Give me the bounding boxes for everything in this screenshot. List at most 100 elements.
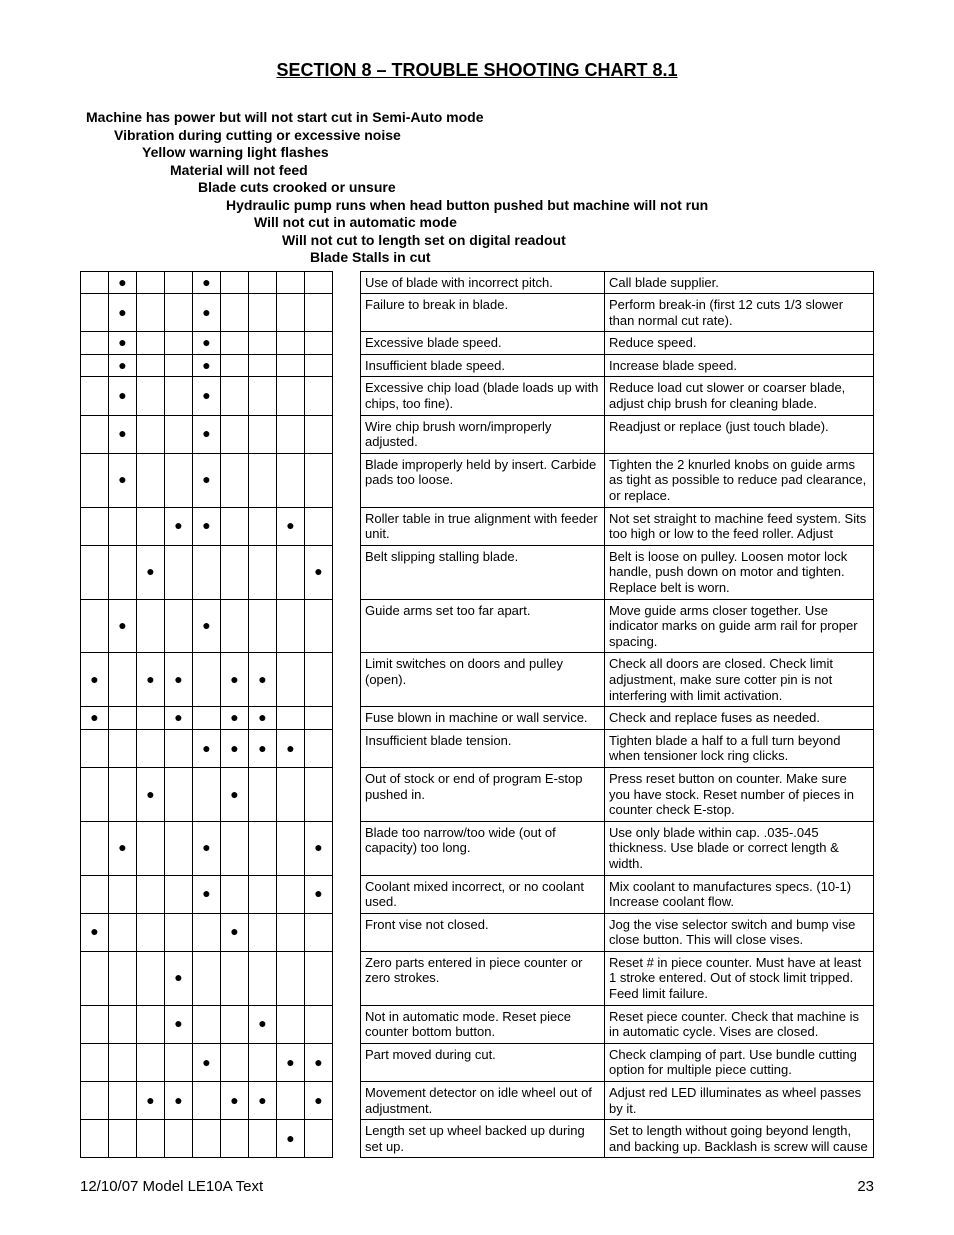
dot-cell: ● [193,729,221,767]
dot-cell [193,1120,221,1158]
dot-cell [221,951,249,1005]
dot-cell: ● [109,332,137,355]
dot-cell [305,1005,333,1043]
fix-cell: Readjust or replace (just touch blade). [605,415,874,453]
dot-cell [193,545,221,599]
dot-cell [81,1043,109,1081]
dot-cell [277,415,305,453]
fix-cell: Belt is loose on pulley. Loosen motor lo… [605,545,874,599]
cause-cell: Use of blade with incorrect pitch. [361,271,605,294]
dot-icon: ● [202,618,210,632]
dot-cell [165,545,193,599]
dot-cell [249,913,277,951]
dot-icon: ● [118,618,126,632]
dot-cell: ● [137,545,165,599]
symptom-label-3: Material will not feed [86,162,874,180]
table-row: ●Zero parts entered in piece counter or … [81,951,874,1005]
dot-cell: ● [193,377,221,415]
dot-cell [137,415,165,453]
dot-cell: ● [165,653,193,707]
dot-cell [137,507,165,545]
dot-cell [137,913,165,951]
gap-cell [333,599,361,653]
dot-cell: ● [305,875,333,913]
dot-icon: ● [174,710,182,724]
dot-cell [277,653,305,707]
dot-cell [109,507,137,545]
dot-icon: ● [146,787,154,801]
dot-cell [109,545,137,599]
fix-cell: Check clamping of part. Use bundle cutti… [605,1043,874,1081]
gap-cell [333,875,361,913]
dot-icon: ● [118,358,126,372]
dot-cell [305,507,333,545]
dot-cell [249,821,277,875]
fix-cell: Use only blade within cap. .035-.045 thi… [605,821,874,875]
dot-icon: ● [314,886,322,900]
dot-cell [165,354,193,377]
fix-cell: Reduce speed. [605,332,874,355]
table-row: ●●●Roller table in true alignment with f… [81,507,874,545]
dot-cell: ● [109,271,137,294]
dot-cell: ● [249,729,277,767]
dot-icon: ● [118,335,126,349]
dot-icon: ● [174,1016,182,1030]
dot-cell [137,453,165,507]
page-footer: 12/10/07 Model LE10A Text 23 [80,1178,874,1195]
dot-icon: ● [174,970,182,984]
dot-cell [305,354,333,377]
dot-cell [249,599,277,653]
cause-cell: Fuse blown in machine or wall service. [361,707,605,730]
dot-cell [221,507,249,545]
cause-cell: Wire chip brush worn/improperly adjusted… [361,415,605,453]
dot-cell [81,377,109,415]
dot-icon: ● [202,741,210,755]
dot-cell: ● [81,653,109,707]
page: SECTION 8 – TROUBLE SHOOTING CHART 8.1 M… [0,0,954,1235]
dot-cell [305,599,333,653]
dot-icon: ● [90,924,98,938]
dot-cell [137,875,165,913]
table-row: ●●Failure to break in blade.Perform brea… [81,294,874,332]
dot-cell: ● [277,1120,305,1158]
dot-icon: ● [202,305,210,319]
dot-icon: ● [202,358,210,372]
dot-cell [109,1043,137,1081]
dot-cell [193,1082,221,1120]
dot-cell [305,767,333,821]
dot-cell: ● [193,294,221,332]
fix-cell: Check all doors are closed. Check limit … [605,653,874,707]
dot-cell: ● [165,507,193,545]
gap-cell [333,453,361,507]
fix-cell: Reset piece counter. Check that machine … [605,1005,874,1043]
table-row: ●●Guide arms set too far apart.Move guid… [81,599,874,653]
cause-cell: Insufficient blade tension. [361,729,605,767]
dot-cell: ● [305,545,333,599]
symptom-label-5: Hydraulic pump runs when head button pus… [86,197,874,215]
dot-icon: ● [118,305,126,319]
dot-cell [221,599,249,653]
dot-icon: ● [90,672,98,686]
dot-icon: ● [202,1055,210,1069]
dot-cell: ● [221,707,249,730]
dot-cell: ● [277,729,305,767]
dot-icon: ● [230,924,238,938]
cause-cell: Length set up wheel backed up during set… [361,1120,605,1158]
dot-cell [221,1120,249,1158]
dot-cell [109,1082,137,1120]
dot-cell [137,1043,165,1081]
table-row: ●●Blade improperly held by insert. Carbi… [81,453,874,507]
gap-cell [333,1043,361,1081]
dot-cell [109,913,137,951]
footer-left: 12/10/07 Model LE10A Text [80,1178,263,1195]
symptom-label-6: Will not cut in automatic mode [86,214,874,232]
fix-cell: Check and replace fuses as needed. [605,707,874,730]
dot-cell [305,653,333,707]
dot-icon: ● [258,741,266,755]
fix-cell: Not set straight to machine feed system.… [605,507,874,545]
dot-cell [305,1120,333,1158]
dot-cell [277,453,305,507]
dot-cell [81,507,109,545]
fix-cell: Call blade supplier. [605,271,874,294]
dot-cell [277,951,305,1005]
